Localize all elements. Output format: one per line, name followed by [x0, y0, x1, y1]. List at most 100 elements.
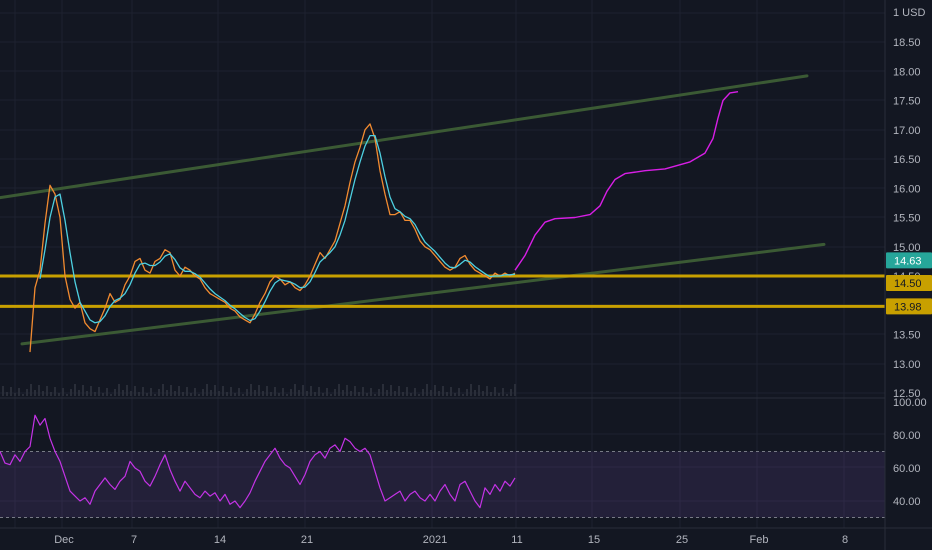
time-tick: Feb: [750, 534, 769, 546]
projection-curve: [514, 91, 739, 271]
volume-bar: [58, 393, 60, 396]
time-tick: 25: [676, 534, 688, 546]
volume-bar: [394, 391, 396, 396]
volume-bar: [186, 387, 188, 396]
volume-bar: [398, 386, 400, 396]
rsi-tick-labels: 100.00 80.00 60.00 40.00: [893, 397, 927, 508]
time-tick: 2021: [423, 534, 447, 546]
trend-line-upper[interactable]: [0, 74, 809, 200]
volume-bar: [206, 384, 208, 396]
volume-bar: [138, 392, 140, 396]
volume-bar: [234, 393, 236, 396]
rsi-tick: 40.00: [893, 496, 921, 508]
time-axis[interactable]: Dec 7 14 21 2021 11 15 25 Feb 8: [0, 527, 932, 546]
price-pane[interactable]: [0, 74, 885, 396]
volume-bar: [158, 389, 160, 396]
volume-bar: [258, 385, 260, 396]
time-tick: 7: [131, 534, 137, 546]
price-tick: 17.50: [893, 96, 921, 108]
volume-bar: [422, 389, 424, 396]
volume-bar: [102, 393, 104, 396]
rsi-tick: 80.00: [893, 430, 921, 442]
volume-bar: [322, 393, 324, 396]
volume-bar: [374, 394, 376, 396]
volume-bar: [22, 394, 24, 396]
volume-bar: [402, 392, 404, 396]
volume-bar: [454, 393, 456, 396]
price-badge: [886, 252, 932, 269]
time-tick: 14: [214, 534, 226, 546]
volume-bar: [46, 386, 48, 396]
volume-bar: [242, 394, 244, 396]
volume-bar: [18, 388, 20, 396]
volume-bar: [514, 384, 516, 396]
volume-bar: [14, 393, 16, 396]
volume-bar: [86, 391, 88, 396]
volume-bar: [478, 385, 480, 396]
price-scale[interactable]: 1 USD 18.50 18.00 17.50 17.00 16.50 16.00 15.5…: [884, 0, 932, 550]
horizontal-levels[interactable]: [0, 274, 885, 308]
price-tick: 12.50: [893, 388, 921, 400]
price-tick: 18.50: [893, 37, 921, 49]
volume-bar: [370, 388, 372, 396]
rsi-tick: 100.00: [893, 397, 927, 409]
volume-bar: [354, 386, 356, 396]
price-series: [29, 91, 739, 353]
volume-bar: [238, 388, 240, 396]
time-tick: Dec: [54, 534, 74, 546]
volume-bar: [74, 384, 76, 396]
volume-bar: [214, 385, 216, 396]
price-tick: 16.00: [893, 183, 921, 195]
volume-bar: [458, 388, 460, 396]
rsi-pane[interactable]: [0, 414, 885, 518]
volume-bar: [198, 394, 200, 396]
volume-bar: [6, 392, 8, 396]
volume-bar: [450, 387, 452, 396]
volume-bar: [350, 391, 352, 396]
trend-line-lower[interactable]: [20, 242, 826, 346]
volume-bar: [66, 394, 68, 396]
volume-bar: [54, 387, 56, 396]
volume-bar: [362, 387, 364, 396]
volume-bar: [194, 388, 196, 396]
volume-bar: [446, 392, 448, 396]
volume-bar: [346, 385, 348, 396]
volume-bar: [174, 391, 176, 396]
volume-bar: [266, 386, 268, 396]
price-badges: 14.63 14.50 13.98: [886, 252, 932, 315]
volume-bar: [250, 384, 252, 396]
volume-bar: [50, 392, 52, 396]
volume-bar: [142, 387, 144, 396]
price-tick: 15.00: [893, 242, 921, 254]
price-badge: [886, 275, 932, 291]
volume-bar: [126, 385, 128, 396]
volume-bar: [438, 391, 440, 396]
volume-bar: [318, 387, 320, 396]
volume-bar: [334, 389, 336, 396]
volume-bar: [418, 394, 420, 396]
price-line: [29, 123, 516, 353]
volume-bar: [262, 391, 264, 396]
volume-bar: [170, 385, 172, 396]
price-badge-label: 14.63: [894, 255, 922, 267]
volume-bar: [218, 391, 220, 396]
time-tick: 11: [511, 534, 522, 546]
volume-bar: [366, 393, 368, 396]
volume-bar: [466, 389, 468, 396]
volume-bar: [222, 386, 224, 396]
volume-bar: [298, 390, 300, 396]
price-badge-label: 13.98: [894, 301, 922, 313]
volume-bar: [486, 386, 488, 396]
time-tick-labels: Dec 7 14 21 2021 11 15 25 Feb 8: [54, 534, 848, 546]
volume-bar: [330, 394, 332, 396]
volume-bar: [110, 394, 112, 396]
trend-lines[interactable]: [0, 74, 826, 346]
rsi-band-fill: [0, 451, 885, 518]
volume-bar: [134, 386, 136, 396]
volume-bar: [202, 389, 204, 396]
volume-bar: [274, 387, 276, 396]
volume-bar: [270, 392, 272, 396]
volume-bar: [442, 386, 444, 396]
volume-bar: [378, 389, 380, 396]
